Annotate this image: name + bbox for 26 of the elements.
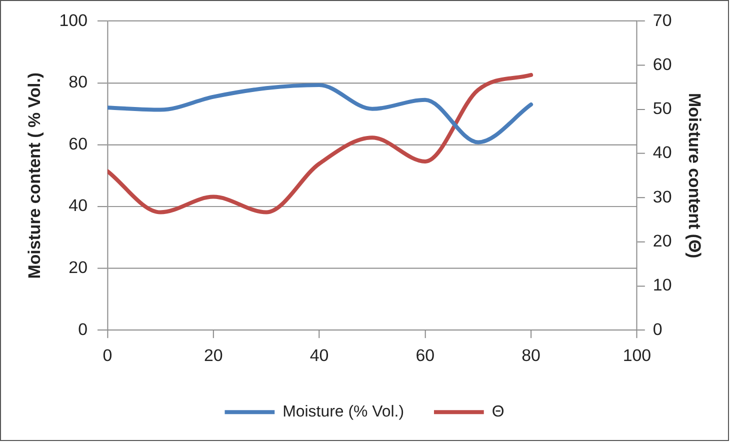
y-tick-label: 60: [68, 134, 88, 154]
legend-label: Θ: [492, 404, 504, 421]
y2-tick-label: 20: [652, 231, 672, 250]
y-axis-title: Moisture content ( % Vol.): [24, 72, 44, 279]
x-tick-label: 60: [416, 346, 435, 365]
x-tick-label: 20: [204, 346, 223, 365]
legend-label: Moisture (% Vol.): [282, 404, 404, 421]
y2-tick-label: 30: [652, 187, 672, 206]
y2-tick-label: 40: [652, 143, 672, 162]
y2-tick-label: 50: [652, 99, 672, 118]
y-tick-label: 100: [59, 10, 88, 30]
x-tick-label: 80: [522, 346, 540, 365]
line-series: [107, 83, 534, 144]
x-tick-label: 40: [310, 346, 329, 365]
y2-tick-label: 70: [652, 10, 672, 30]
y-tick-label: 0: [78, 320, 88, 339]
y-tick-label: 80: [68, 72, 88, 92]
y2-tick-label: 0: [652, 320, 662, 339]
y2-axis-title: Moisture content (Θ): [685, 92, 704, 258]
line-series: [107, 72, 534, 214]
y-tick-label: 40: [68, 196, 88, 216]
y2-tick-label: 60: [652, 54, 672, 74]
x-tick-label: 0: [102, 346, 112, 365]
y-tick-label: 20: [68, 258, 88, 277]
x-tick-label: 100: [622, 346, 652, 365]
y2-tick-label: 10: [652, 276, 672, 295]
